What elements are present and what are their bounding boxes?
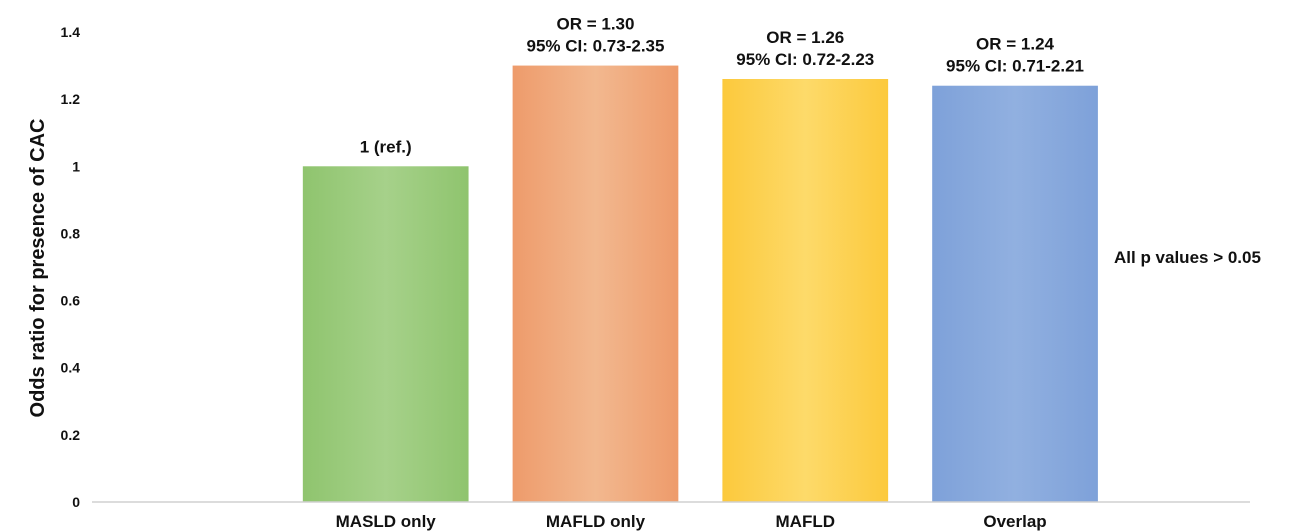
y-tick-label: 1.2 (61, 91, 81, 107)
bar-data-label: 95% CI: 0.73-2.35 (526, 37, 664, 56)
bar-overlap (932, 85, 1098, 502)
y-tick-label: 1.4 (61, 24, 81, 40)
bar-data-label: 95% CI: 0.71-2.21 (946, 57, 1084, 76)
bar-mafld-only (512, 65, 679, 503)
x-category-label: MASLD only (336, 512, 437, 531)
p-value-annotation: All p values > 0.05 (1114, 248, 1261, 267)
y-tick-label: 0.4 (61, 360, 81, 376)
y-tick-label: 0 (72, 494, 80, 510)
y-axis-title: Odds ratio for presence of CAC (27, 119, 49, 418)
y-tick-label: 0.8 (61, 225, 81, 241)
bars (302, 65, 1098, 503)
y-axis-ticks: 0 0.2 0.4 0.6 0.8 1 1.2 1.4 (61, 24, 81, 510)
bar-mafld (722, 79, 889, 502)
y-tick-label: 0.2 (61, 427, 81, 443)
bar-data-label: OR = 1.30 (556, 15, 634, 34)
y-tick-label: 0.6 (61, 293, 81, 309)
bar-masld-only (302, 166, 469, 503)
x-category-label: MAFLD only (546, 512, 646, 531)
bar-data-label: 1 (ref.) (360, 137, 412, 156)
x-axis-categories: MASLD only MAFLD only MAFLD Overlap (336, 512, 1047, 531)
bar-data-label: OR = 1.26 (766, 28, 844, 47)
x-category-label: Overlap (983, 512, 1046, 531)
bar-data-labels: 1 (ref.) OR = 1.30 95% CI: 0.73-2.35 OR = 1… (360, 15, 1084, 157)
y-tick-label: 1 (72, 158, 80, 174)
bar-data-label: 95% CI: 0.72-2.23 (736, 50, 874, 69)
x-category-label: MAFLD (776, 512, 835, 531)
bar-data-label: OR = 1.24 (976, 35, 1055, 54)
